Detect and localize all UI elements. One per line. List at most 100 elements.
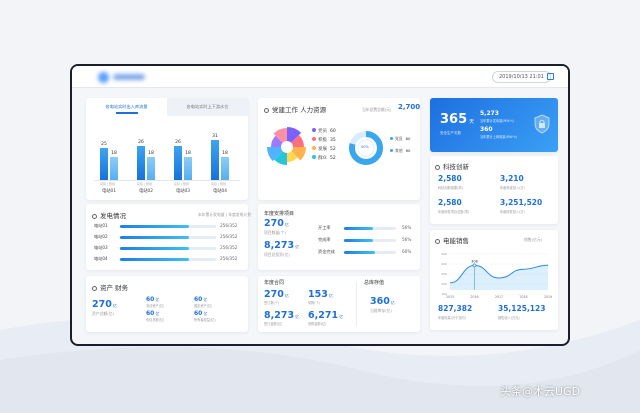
contract-value: 8,273亿 xyxy=(264,310,299,321)
tech-innovation-card: 科技创新 2,580 科技创新成果(项) 3,210 年度科技投入(万) 2,580 年度… xyxy=(430,156,558,224)
tab-flow[interactable]: 各电站实时出入库流量 xyxy=(105,104,148,109)
bar-category: 电站01 xyxy=(101,189,117,194)
legend-swatch xyxy=(390,149,393,152)
peak-label: 308 xyxy=(471,259,478,263)
contract-number: 270 xyxy=(264,289,284,300)
plan-row-value: 56% xyxy=(402,225,412,230)
legend-name: 发展 xyxy=(318,147,327,152)
pie-legend-item: 党员 60 xyxy=(390,136,410,142)
station-flow-card: 各电站实时出入库流量 各电站实时上下游水位 25 18 实际 | 预测 电站01 26 1… xyxy=(86,98,248,200)
plan-row-label: 资金完成 xyxy=(318,249,335,254)
legend-swatch xyxy=(312,128,316,132)
party-rose-chart xyxy=(267,127,306,165)
plan-fill xyxy=(344,239,374,242)
bar-actual xyxy=(174,146,182,180)
gen-value: 5,273 xyxy=(480,110,499,117)
bar-sublabel: 实际 | 预测 xyxy=(174,182,189,186)
y-tick-label: 400 xyxy=(441,262,447,266)
asset-unit: 亿 xyxy=(155,297,160,302)
plan-row-value: 56% xyxy=(402,237,412,242)
power-note: 本年累计发电量 | 年度发电计划 xyxy=(198,212,252,217)
plan-investment-label: 项目总投资(亿) xyxy=(264,252,290,257)
power-row-label: 电站03 xyxy=(94,245,108,250)
legend-item: 积极 35 xyxy=(312,137,336,143)
bar-value: 25 xyxy=(101,141,107,147)
assets-finance-card: 资产 财务 270亿 资产总额(亿) 60亿 流动资产(亿) 60亿 负债总额(亿) 6… xyxy=(86,276,248,332)
legend-name: 党员 xyxy=(395,136,403,141)
tab-level[interactable]: 各电站实时上下游水位 xyxy=(167,98,248,116)
sales-title: 电能销售 xyxy=(435,235,469,245)
bar-value: 26 xyxy=(138,140,144,146)
power-row-value: 256/352 xyxy=(220,256,238,261)
plan-investment: 8,273亿 xyxy=(264,240,300,251)
x-tick-label: 2015 xyxy=(446,295,454,299)
contract-value: 270亿 xyxy=(264,289,289,300)
bar-sublabel: 实际 | 预测 xyxy=(211,182,226,186)
bar-value: 18 xyxy=(148,150,154,156)
bar-category: 电站02 xyxy=(138,189,154,194)
tech-label: 年度科技投入(万) xyxy=(500,186,525,190)
gen-caption: 当年累计发电量(MW·h) xyxy=(480,119,514,123)
sales-revenue: 35,125,123 xyxy=(498,304,546,313)
bar-value: 18 xyxy=(222,150,228,156)
bar-value: 31 xyxy=(212,133,218,139)
gear-icon xyxy=(435,164,440,170)
contract-unit: 亿 xyxy=(339,314,344,319)
power-fill xyxy=(120,225,190,228)
safety-caption: 安全生产天数 xyxy=(440,131,461,135)
asset-label: 固定资产(亿) xyxy=(194,304,213,308)
contract-label: 采购(个) xyxy=(308,301,321,305)
stock-value: 360亿 xyxy=(370,296,395,307)
gear-icon xyxy=(435,238,440,244)
legend-name: 积极 xyxy=(318,138,327,143)
contract-value: 153亿 xyxy=(308,289,333,300)
legend-value: 52 xyxy=(330,147,336,152)
bar-category: 电站03 xyxy=(175,189,191,194)
contract-unit: 亿 xyxy=(295,314,300,319)
asset-value: 60亿 xyxy=(146,310,159,317)
bar-value: 18 xyxy=(185,150,191,156)
safety-banner: 365 天 安全生产天数 5,273 当年累计发电量(MW·h) 360 当年累计… xyxy=(430,98,558,152)
bar-actual xyxy=(137,146,145,180)
calendar-icon[interactable] xyxy=(547,73,554,80)
power-sales-card: 电能销售 销售(亿元) 500 400 300 200 100 2015 2016 2017 2… xyxy=(430,230,558,330)
x-tick-label: 2019 xyxy=(544,295,552,299)
bar-sublabel: 实际 | 预测 xyxy=(137,182,152,186)
asset-number: 60 xyxy=(146,310,155,317)
bar-sublabel: 实际 | 预测 xyxy=(100,182,115,186)
watermark: 头条@木云UGD xyxy=(500,385,581,398)
party-donut-chart xyxy=(349,131,383,165)
x-tick-label: 2017 xyxy=(495,295,503,299)
asset-value: 60亿 xyxy=(194,296,207,303)
contract-label: 签订金额(亿) xyxy=(264,322,283,326)
tech-title: 科技创新 xyxy=(435,161,469,171)
bar-baseline xyxy=(94,180,240,181)
safety-days: 365 天 xyxy=(440,112,475,127)
party-hr-card: 党建工作 人力资源 当年党费总额(元) 2,700 党员 60 积极 35 发展 52 群众… xyxy=(258,98,420,200)
power-title: 发电情况 xyxy=(92,210,126,220)
legend-swatch xyxy=(312,146,316,150)
legend-item: 群众 52 xyxy=(312,155,336,161)
dashboard-window: 2019/10/13 21:01 各电站实时出入库流量 各电站实时上下游水位 2… xyxy=(70,64,570,346)
asset-value: 60亿 xyxy=(194,310,207,317)
top-bar: 2019/10/13 21:01 xyxy=(72,66,568,88)
stock-label: 当前库存(亿) xyxy=(370,308,392,313)
bar-category: 电站04 xyxy=(212,189,228,194)
bar-forecast xyxy=(184,156,192,180)
legend-name: 其他 xyxy=(395,148,403,153)
sales-revenue-label: 销售收入(万元) xyxy=(498,316,520,320)
asset-value: 60亿 xyxy=(146,296,159,303)
legend-value: 52 xyxy=(330,156,336,161)
asset-label: 负债总额(亿) xyxy=(146,318,165,322)
station-bar-chart: 25 18 实际 | 预测 电站01 26 18 实际 | 预测 电站02 26 18 实际 | 预… xyxy=(86,116,248,200)
gear-icon xyxy=(92,213,97,219)
plan-row-value: 60% xyxy=(402,249,412,254)
bar-actual xyxy=(211,139,219,180)
assets-total: 270亿 xyxy=(92,299,117,310)
datetime-display: 2019/10/13 21:01 xyxy=(492,71,551,83)
bar-actual xyxy=(100,147,108,180)
power-fill xyxy=(120,236,190,239)
assets-total-label: 资产总额(亿) xyxy=(92,311,114,316)
gear-icon xyxy=(264,107,269,113)
